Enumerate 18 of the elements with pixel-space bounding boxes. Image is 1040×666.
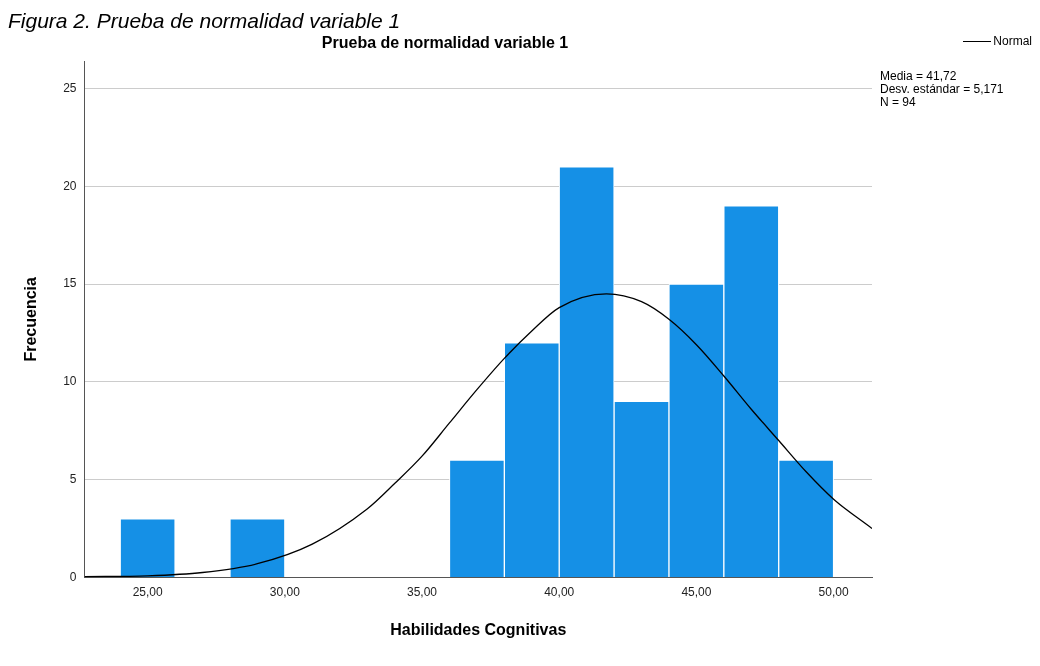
x-axis-title: Habilidades Cognitivas: [390, 620, 567, 638]
x-tick-label: 50,00: [818, 584, 849, 599]
y-tick-label: 10: [63, 374, 77, 389]
legend-label: Normal: [993, 34, 1032, 48]
x-tick-label: 25,00: [132, 584, 163, 599]
text: Media = 41,72 Desv. estándar = 5,171 N = 94: [880, 69, 1004, 109]
y-tick-label: 25: [63, 80, 77, 95]
y-tick-label: 5: [69, 471, 77, 486]
chart-title: Prueba de normalidad variable 1: [321, 34, 569, 52]
text: Figura 2. Prueba de normalidad variable 1: [8, 8, 402, 34]
y-axis-title: Frecuencia: [22, 276, 40, 362]
x-tick-label: 30,00: [269, 584, 301, 599]
y-tick-label: 20: [63, 178, 77, 193]
x-tick-label: 45,00: [681, 584, 712, 599]
y-tick-label: 15: [63, 276, 77, 291]
x-tick-label: 35,00: [407, 584, 438, 599]
y-tick-label: 0: [69, 569, 77, 584]
x-tick-label: 40,00: [544, 584, 575, 599]
